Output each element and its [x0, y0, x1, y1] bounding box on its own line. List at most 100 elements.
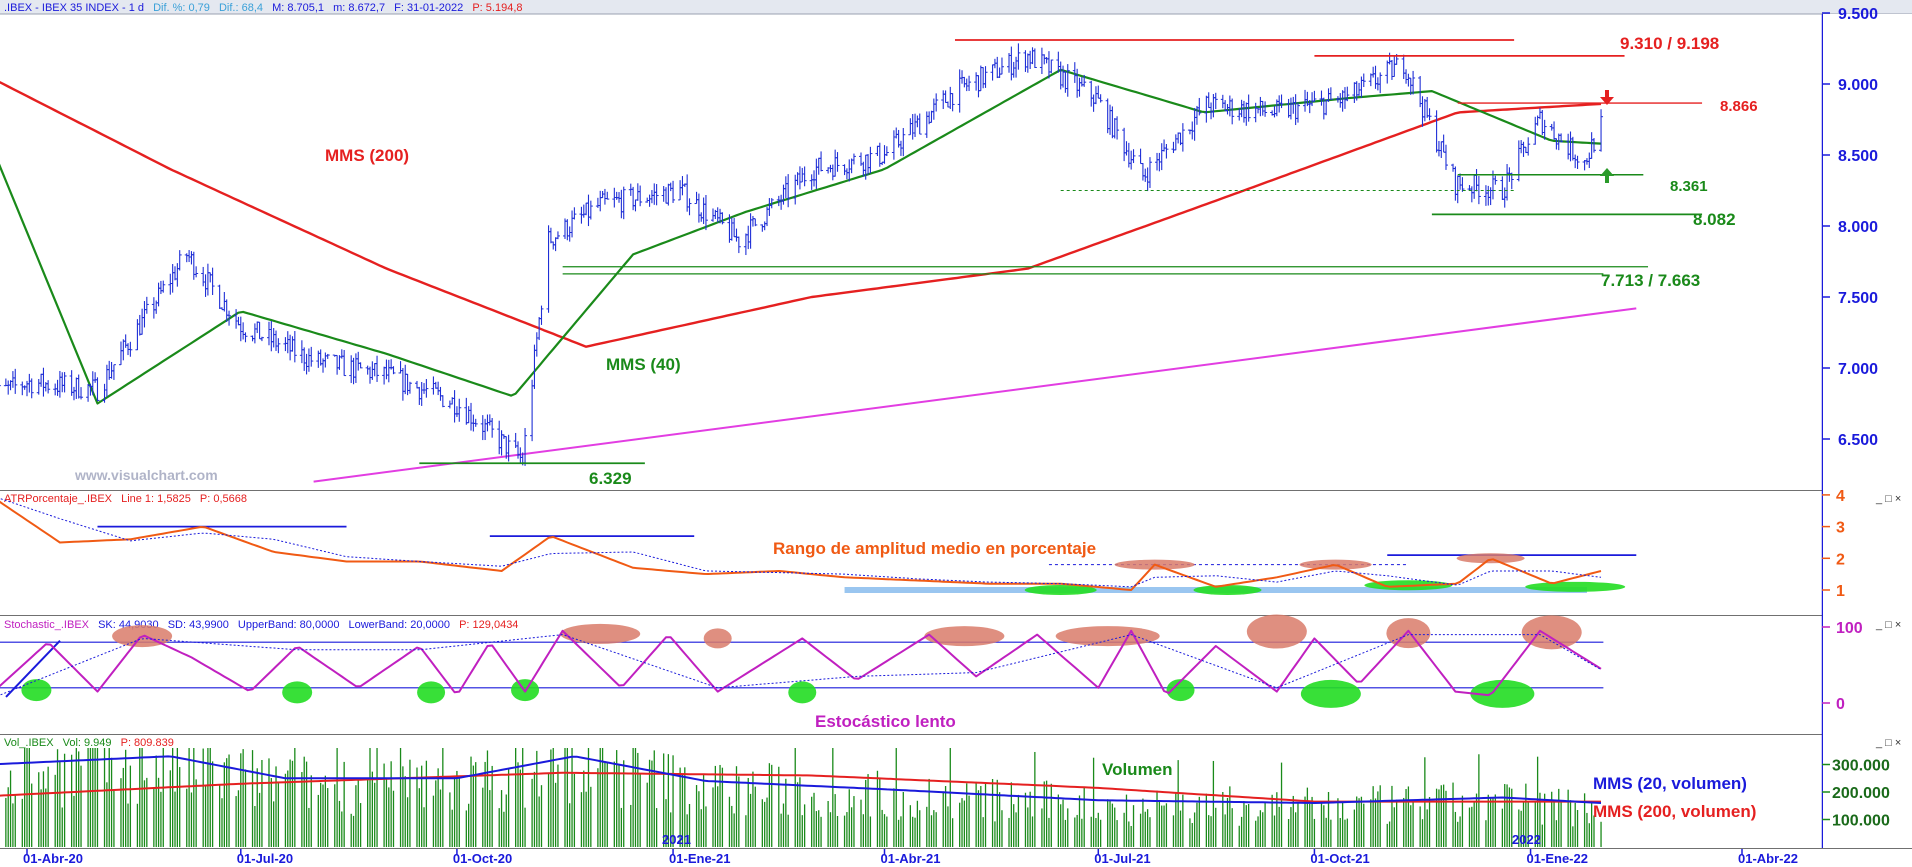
stoch-title-p: P: 129,0434	[459, 619, 518, 631]
price-ytick-label: 7.000	[1838, 361, 1878, 378]
stoch-ytick-label: 0	[1836, 696, 1845, 713]
price-ytick-label: 8.000	[1838, 219, 1878, 236]
price-title-symbol: .IBEX - IBEX 35 INDEX - 1 d	[4, 2, 144, 14]
atr-highlights	[97, 525, 1637, 595]
stoch-pointer-line	[5, 639, 61, 698]
panel-frames	[0, 0, 1912, 849]
label-resist-lower: 8.866	[1720, 98, 1758, 115]
price-title-difpct: Dif. %: 0,79	[153, 2, 210, 14]
atr-high-highlight	[1456, 553, 1525, 564]
volume-window-controls[interactable]: _ □ ×	[1875, 737, 1901, 749]
stoch-sk-line	[0, 629, 1602, 697]
x-tick-label: 01-Ene-21	[669, 851, 730, 866]
label-vol-ma20: MMS (20, volumen)	[1593, 774, 1747, 793]
atr-signal-line	[0, 497, 1602, 588]
stoch-highlights	[0, 614, 1604, 708]
axis-ticks: 9.500 9.000 8.500 8.000 7.500 7.000 6.500 4 3 2 1 1…	[23, 6, 1890, 866]
stoch-title-upper: UpperBand: 80,0000	[238, 619, 340, 631]
stoch-oversold-highlight	[1300, 679, 1361, 708]
price-bars	[0, 43, 1604, 466]
label-resist-upper: 9.310 / 9.198	[1620, 34, 1719, 53]
atr-low-highlight	[1193, 585, 1262, 595]
atr-title-p: P: 0,5668	[200, 493, 247, 505]
price-ytick-label: 9.000	[1838, 77, 1878, 94]
atr-ytick-label: 3	[1836, 520, 1845, 537]
stoch-oversold-highlight	[282, 681, 313, 704]
atr-panel-title: ATRPorcentaje_.IBEX Line 1: 1,5825 P: 0,…	[4, 493, 247, 505]
x-tick-label: 01-Ene-22	[1527, 851, 1588, 866]
vol-title-name: Vol_.IBEX	[4, 737, 54, 749]
vol-title-vol: Vol: 9.949	[63, 737, 112, 749]
vol-title-p: P: 809.839	[121, 737, 174, 749]
label-ma200: MMS (200)	[325, 146, 409, 165]
label-support-near: 8.361	[1670, 178, 1708, 195]
ma200-line	[0, 80, 1602, 348]
caption-volume: Volumen	[1102, 760, 1173, 779]
price-title-dif: Dif.: 68,4	[219, 2, 263, 14]
volume-ytick-label: 100.000	[1832, 813, 1890, 830]
stoch-oversold-highlight	[417, 681, 446, 704]
price-title-min: m: 8.672,7	[333, 2, 385, 14]
atr-title-name: ATRPorcentaje_.IBEX	[4, 493, 113, 505]
series-lines	[0, 68, 1637, 804]
stoch-title-name: Stochastic_.IBEX	[4, 619, 90, 631]
x-tick-label: 01-Abr-22	[1738, 851, 1798, 866]
volume-bars	[5, 748, 1602, 847]
caption-atr: Rango de amplitud medio en porcentaje	[773, 539, 1096, 558]
label-support-lower: 7.713 / 7.663	[1601, 271, 1700, 290]
atr-window-controls[interactable]: _ □ ×	[1875, 493, 1901, 505]
stoch-oversold-highlight	[1470, 679, 1535, 708]
x-tick-label: 01-Oct-21	[1310, 851, 1369, 866]
arrow-up-icon	[1600, 168, 1614, 183]
atr-title-line: Line 1: 1,5825	[121, 493, 191, 505]
price-title-date: F: 31-01-2022	[394, 2, 463, 14]
label-low: 6.329	[589, 469, 632, 488]
price-ytick-label: 6.500	[1838, 432, 1878, 449]
volume-ma20-line	[0, 755, 1602, 804]
volume-panel-title: Vol_.IBEX Vol: 9.949 P: 809.839	[4, 737, 174, 749]
volume-ytick-label: 200.000	[1832, 785, 1890, 802]
price-ytick-label: 8.500	[1838, 148, 1878, 165]
label-ma40: MMS (40)	[606, 355, 681, 374]
stoch-overbought-highlight	[560, 623, 641, 644]
price-title-max: M: 8.705,1	[272, 2, 324, 14]
stoch-overbought-highlight	[1521, 615, 1582, 650]
stoch-overbought-highlight	[1386, 618, 1431, 649]
stoch-oversold-highlight	[21, 679, 52, 702]
ma40-line	[0, 68, 1602, 405]
year-mark-2022: 2022	[1512, 832, 1541, 847]
stoch-title-sd: SD: 43,9900	[168, 619, 229, 631]
atr-ytick-label: 4	[1836, 488, 1845, 505]
atr-ytick-label: 1	[1836, 583, 1845, 600]
x-tick-label: 01-Abr-21	[881, 851, 941, 866]
stoch-ytick-label: 100	[1836, 620, 1863, 637]
stoch-overbought-highlight	[1055, 626, 1160, 647]
stoch-sd-line	[0, 634, 1602, 696]
price-ytick-label: 7.500	[1838, 290, 1878, 307]
x-tick-label: 01-Oct-20	[453, 851, 512, 866]
x-tick-label: 01-Abr-20	[23, 851, 83, 866]
atr-low-highlight	[1024, 585, 1097, 595]
price-panel-title: .IBEX - IBEX 35 INDEX - 1 d Dif. %: 0,79…	[4, 2, 523, 14]
stoch-title-lower: LowerBand: 20,0000	[349, 619, 451, 631]
price-ytick-label: 9.500	[1838, 6, 1878, 23]
x-tick-label: 01-Jul-21	[1094, 851, 1150, 866]
stoch-overbought-highlight	[703, 628, 732, 649]
stoch-oversold-highlight	[788, 681, 817, 704]
stoch-panel-title: Stochastic_.IBEX SK: 44,9030 SD: 43,9900…	[4, 619, 518, 631]
atr-low-highlight	[1525, 581, 1626, 592]
stoch-overbought-highlight	[1246, 614, 1307, 649]
atr-ytick-label: 2	[1836, 551, 1845, 568]
label-support-mid: 8.082	[1693, 210, 1736, 229]
trendline-support	[313, 307, 1637, 483]
caption-stoch: Estocástico lento	[815, 712, 956, 731]
arrow-down-icon	[1600, 90, 1614, 105]
level-lines	[419, 39, 1703, 465]
stoch-oversold-highlight	[1166, 679, 1195, 702]
volume-ytick-label: 300.000	[1832, 758, 1890, 775]
label-vol-ma200: MMS (200, volumen)	[1593, 802, 1756, 821]
x-tick-label: 01-Jul-20	[237, 851, 293, 866]
stoch-window-controls[interactable]: _ □ ×	[1875, 619, 1901, 631]
